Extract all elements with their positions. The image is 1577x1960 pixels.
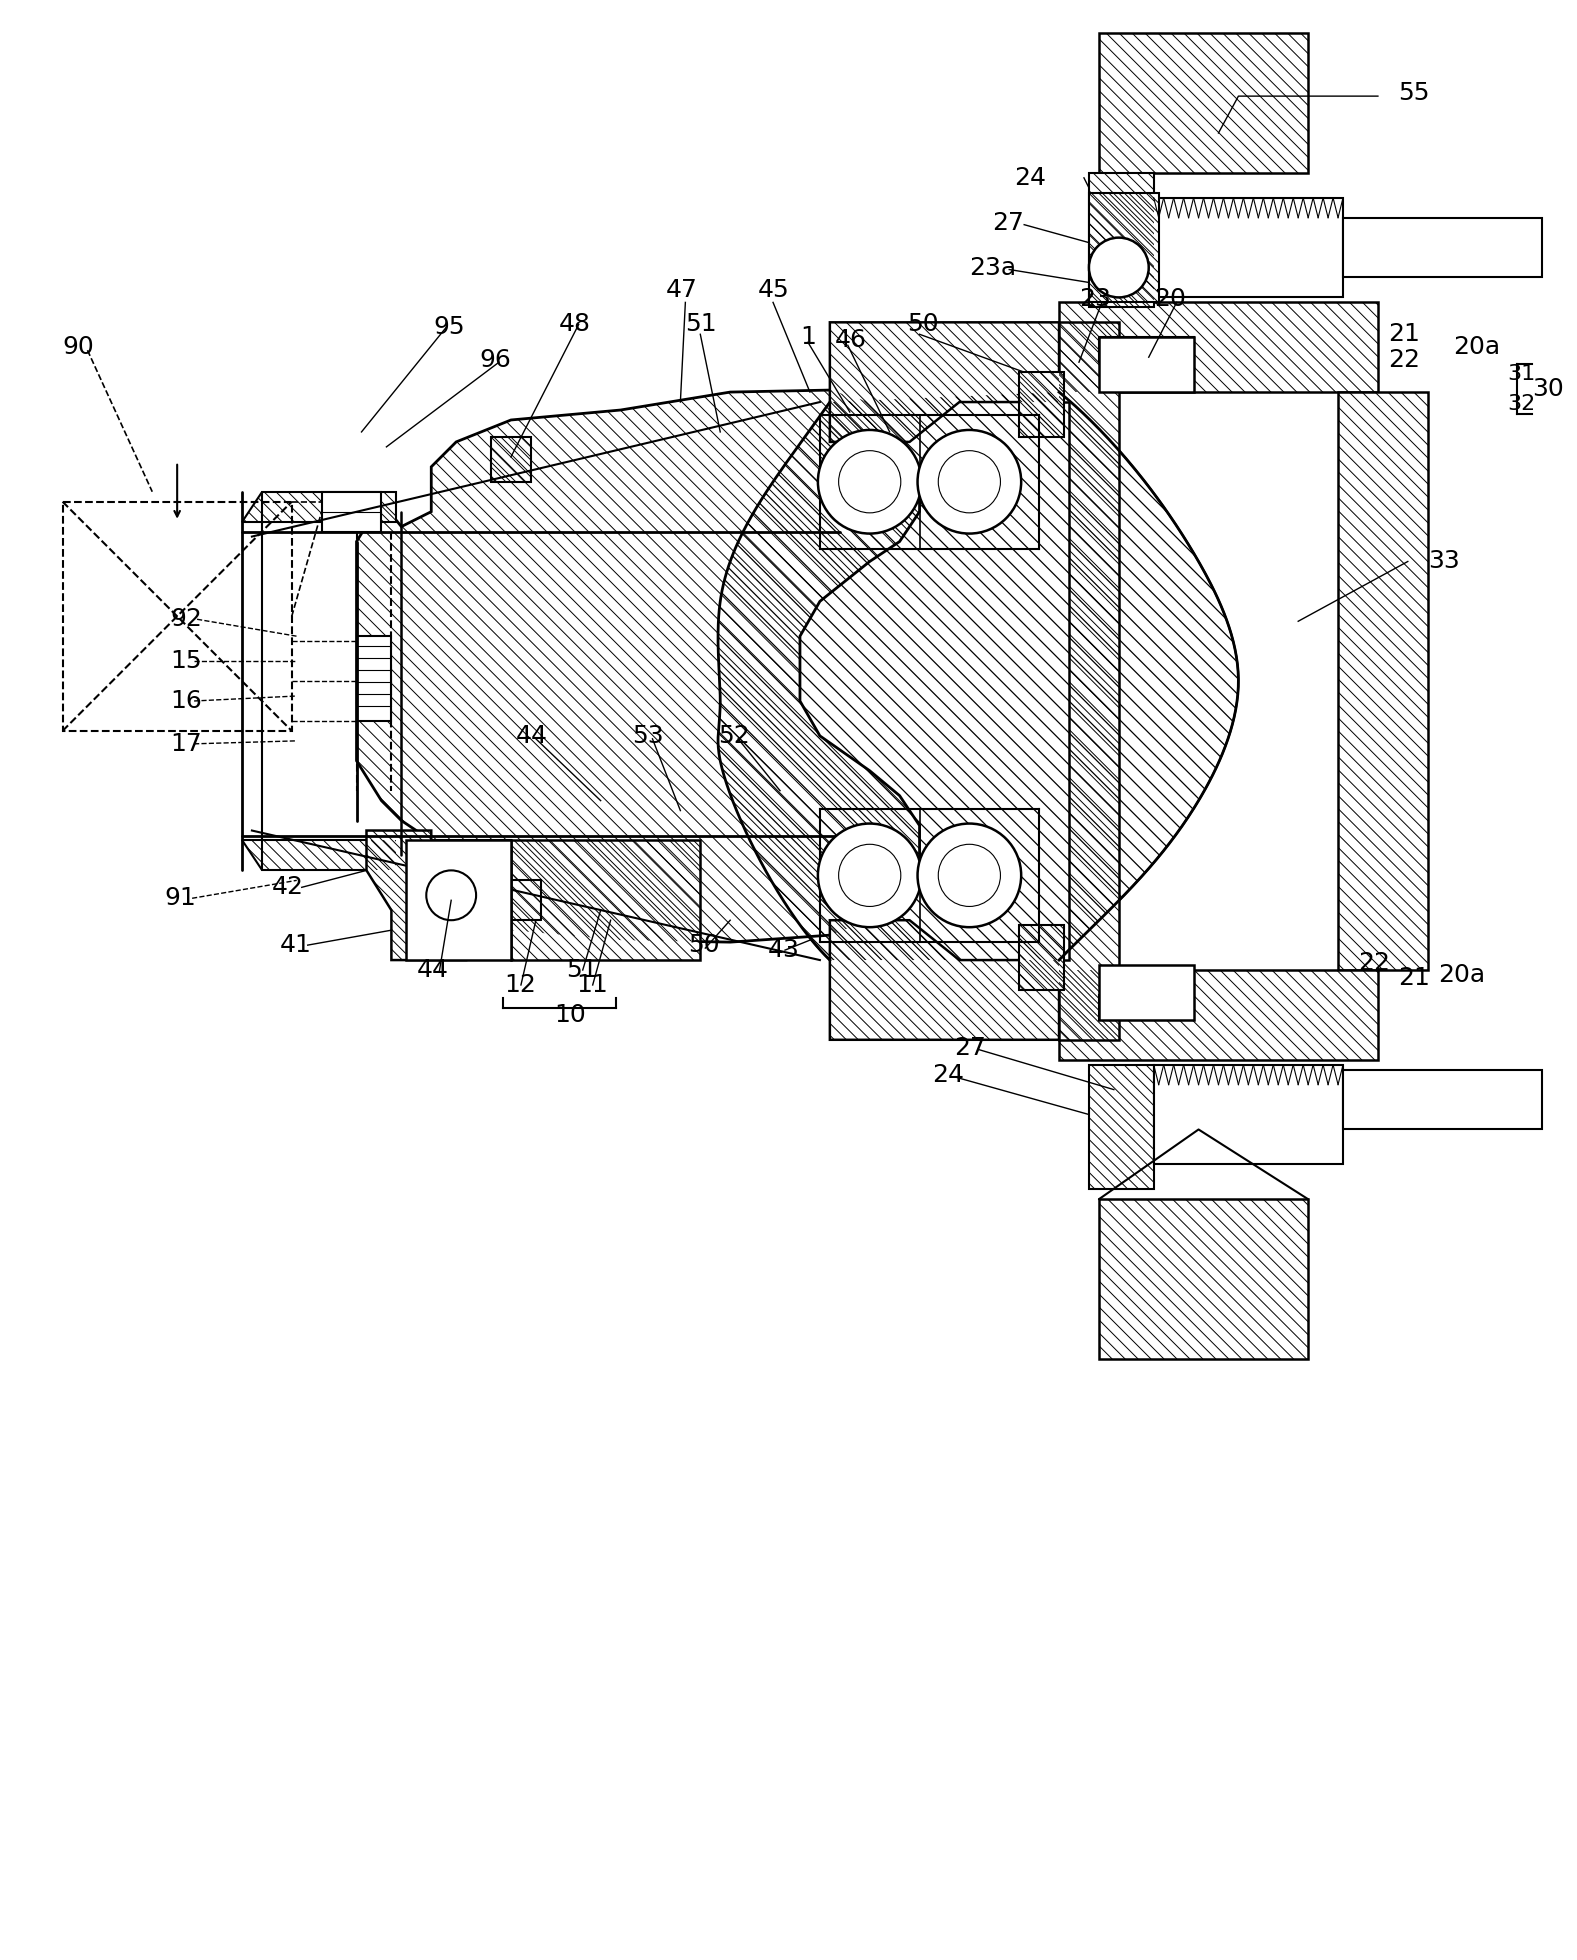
- Text: 47: 47: [665, 278, 697, 302]
- Circle shape: [839, 845, 900, 906]
- Text: 16: 16: [170, 690, 202, 713]
- Circle shape: [938, 451, 1000, 514]
- Polygon shape: [830, 919, 1060, 1041]
- Polygon shape: [1090, 1064, 1154, 1190]
- Circle shape: [938, 845, 1000, 906]
- Text: 95: 95: [434, 316, 465, 339]
- Bar: [322, 492, 382, 531]
- Polygon shape: [718, 392, 1238, 960]
- Polygon shape: [1019, 372, 1064, 437]
- Text: 1: 1: [800, 325, 815, 349]
- Polygon shape: [1090, 172, 1154, 308]
- Text: 20: 20: [1154, 288, 1186, 312]
- Text: 92: 92: [170, 608, 202, 631]
- Text: 43: 43: [768, 939, 800, 962]
- Bar: [356, 637, 391, 721]
- Text: 23a: 23a: [970, 255, 1017, 280]
- Text: 17: 17: [170, 731, 202, 757]
- Polygon shape: [241, 492, 396, 521]
- Polygon shape: [356, 390, 919, 943]
- Circle shape: [426, 870, 476, 919]
- Text: 21: 21: [1397, 966, 1430, 990]
- Text: 46: 46: [834, 327, 867, 353]
- Text: 27: 27: [954, 1035, 986, 1060]
- Polygon shape: [1099, 337, 1194, 363]
- Text: 22: 22: [1388, 349, 1419, 372]
- Polygon shape: [241, 841, 396, 870]
- Polygon shape: [366, 831, 467, 960]
- Polygon shape: [830, 321, 1060, 441]
- Text: 10: 10: [554, 1004, 585, 1027]
- Circle shape: [818, 429, 921, 533]
- Bar: [1154, 198, 1344, 298]
- Text: 51: 51: [566, 958, 598, 982]
- Text: 51: 51: [686, 312, 718, 337]
- Polygon shape: [1060, 302, 1378, 392]
- Circle shape: [918, 823, 1022, 927]
- Text: 50: 50: [688, 933, 721, 956]
- Bar: [1099, 964, 1194, 1019]
- Polygon shape: [407, 841, 511, 870]
- Bar: [63, 502, 292, 731]
- Text: 22: 22: [1358, 951, 1389, 974]
- Text: 90: 90: [63, 335, 95, 359]
- Text: 50: 50: [908, 312, 940, 337]
- Text: 12: 12: [505, 972, 536, 998]
- Circle shape: [1090, 237, 1148, 298]
- Bar: [1099, 337, 1194, 392]
- Polygon shape: [1060, 321, 1118, 1041]
- Text: 20a: 20a: [1438, 962, 1486, 988]
- Text: 41: 41: [279, 933, 312, 956]
- Circle shape: [818, 823, 921, 927]
- Text: 52: 52: [718, 723, 751, 749]
- Text: 24: 24: [932, 1062, 965, 1086]
- Text: 91: 91: [164, 886, 196, 909]
- Polygon shape: [511, 841, 700, 960]
- Polygon shape: [1099, 1200, 1309, 1358]
- Text: 23: 23: [1079, 288, 1110, 312]
- Text: 20a: 20a: [1452, 335, 1500, 359]
- Bar: [1344, 1070, 1542, 1129]
- Polygon shape: [1337, 392, 1427, 970]
- Text: 11: 11: [576, 972, 607, 998]
- Text: 30: 30: [1533, 376, 1564, 402]
- Circle shape: [839, 451, 900, 514]
- Text: 15: 15: [170, 649, 202, 672]
- Text: 44: 44: [516, 723, 547, 749]
- Polygon shape: [1060, 970, 1378, 1060]
- Text: 42: 42: [271, 876, 304, 900]
- Bar: [1154, 1064, 1344, 1164]
- Text: 44: 44: [416, 958, 448, 982]
- Text: 31: 31: [1508, 365, 1536, 384]
- Bar: [407, 841, 511, 960]
- Text: 45: 45: [759, 278, 790, 302]
- Text: 33: 33: [1427, 549, 1459, 574]
- Text: 32: 32: [1508, 394, 1536, 414]
- Text: 27: 27: [992, 210, 1023, 235]
- Text: 96: 96: [479, 349, 511, 372]
- Polygon shape: [490, 437, 531, 482]
- Text: 48: 48: [558, 312, 591, 337]
- Text: 55: 55: [1397, 80, 1429, 106]
- Text: 24: 24: [1014, 167, 1046, 190]
- Polygon shape: [1090, 192, 1159, 302]
- Bar: [1344, 218, 1542, 278]
- Text: 21: 21: [1388, 321, 1419, 347]
- Polygon shape: [1099, 33, 1309, 172]
- Polygon shape: [1099, 996, 1194, 1019]
- Circle shape: [918, 429, 1022, 533]
- Text: 53: 53: [632, 723, 664, 749]
- Polygon shape: [1019, 925, 1064, 990]
